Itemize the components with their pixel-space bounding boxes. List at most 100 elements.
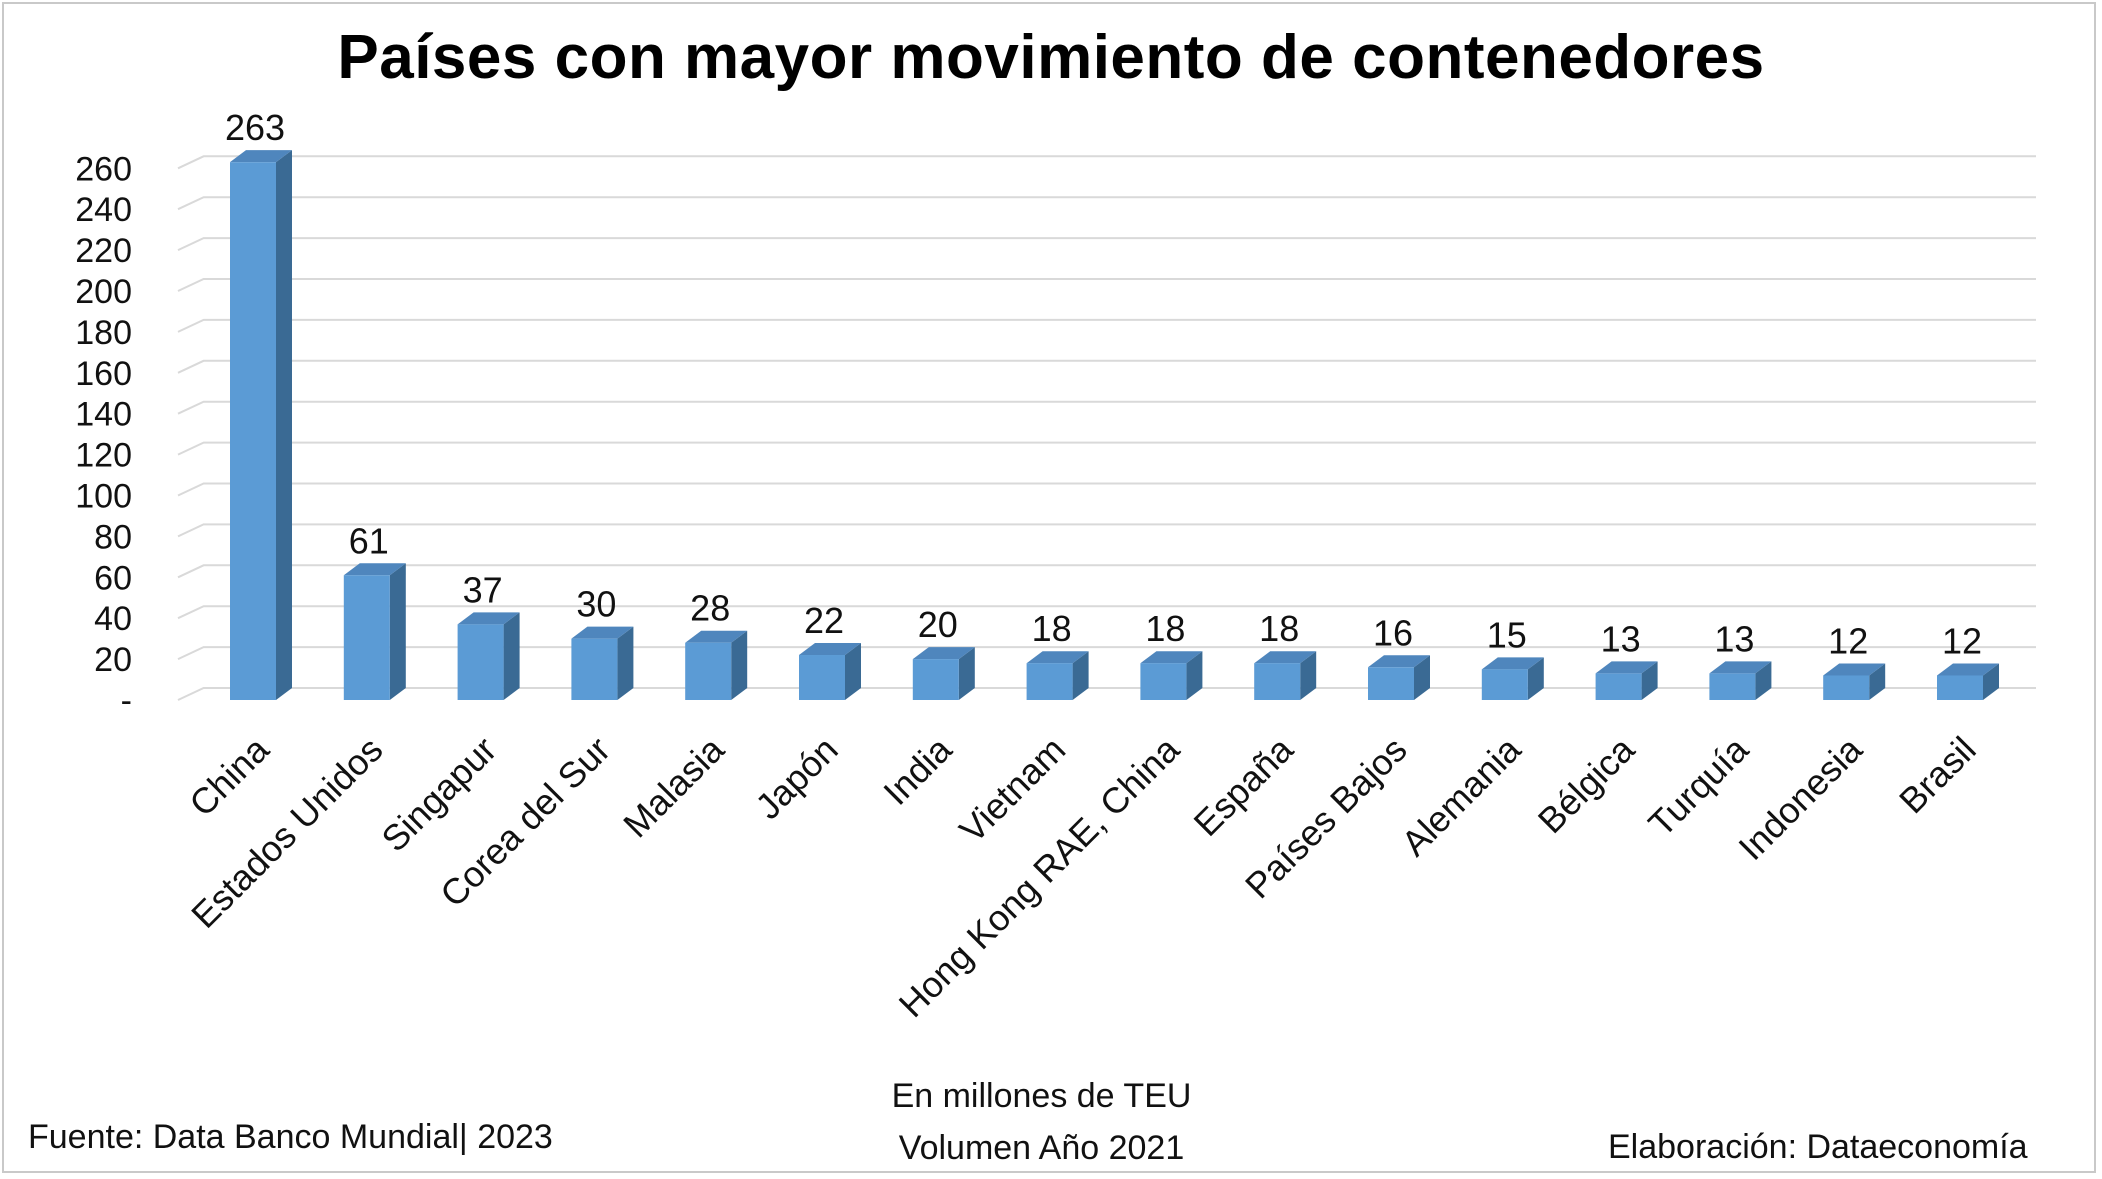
bar-top: [1481, 657, 1544, 670]
data-label: 263: [225, 107, 285, 148]
data-label: 16: [1373, 612, 1413, 653]
x-tick-label: Brasil: [1891, 729, 1984, 822]
source-note: Fuente: Data Banco Mundial| 2023: [28, 1118, 553, 1156]
bar-side: [1983, 663, 1999, 700]
bar-top: [230, 150, 292, 163]
gridline: [177, 400, 2036, 415]
bar: [1823, 663, 1886, 700]
bar: [799, 643, 861, 700]
data-label: 13: [1714, 618, 1754, 659]
bar-top: [1026, 651, 1089, 664]
bar-side: [617, 626, 634, 700]
bar-side: [1186, 651, 1203, 700]
bar-top: [1595, 661, 1658, 674]
bar-top: [1140, 651, 1203, 664]
bar-front: [1595, 673, 1642, 700]
bars: [230, 150, 1999, 701]
data-label: 18: [1032, 608, 1072, 649]
bar-side: [958, 647, 975, 700]
bar: [1481, 657, 1544, 700]
axis-caption: En millones de TEU Volumen Año 2021: [0, 1070, 2083, 1174]
gridline: [177, 482, 2036, 497]
data-label: 13: [1601, 618, 1641, 659]
data-label: 28: [690, 588, 730, 629]
bar-front: [1823, 675, 1870, 700]
bar: [1709, 661, 1772, 700]
data-label: 20: [918, 604, 958, 645]
data-label: 12: [1942, 620, 1982, 661]
data-label: 37: [463, 569, 503, 610]
gridline: [177, 646, 2036, 661]
data-label: 18: [1259, 608, 1299, 649]
data-labels: 263 61 37 30 28 22 20 18 18 18 16 15 13 13 12 12: [225, 107, 1982, 661]
bar-front: [571, 638, 618, 700]
chart-title: Países con mayor movimiento de contenedo…: [337, 23, 1765, 92]
gridline: [177, 196, 2036, 211]
bar-side: [731, 630, 748, 700]
y-tick-label: 200: [75, 273, 132, 311]
y-tick-label: 260: [75, 150, 132, 188]
bar-side: [389, 563, 406, 700]
y-tick-label: 120: [75, 437, 132, 475]
bar-side: [1869, 663, 1886, 700]
bar: [1595, 661, 1658, 700]
data-label: 18: [1145, 608, 1185, 649]
bar-side: [1527, 657, 1544, 700]
bar: [1368, 655, 1430, 700]
y-tick-label: 180: [75, 314, 132, 352]
gridline: [177, 564, 2036, 579]
bar: [1140, 651, 1203, 700]
data-label: 61: [349, 520, 389, 561]
bar-top: [1254, 651, 1317, 664]
bar: [685, 630, 748, 700]
x-tick-label: Indonesia: [1730, 728, 1870, 868]
bar: [457, 612, 520, 700]
bar-top: [457, 612, 520, 625]
y-tick-label: 80: [94, 518, 132, 556]
gridline: [177, 441, 2036, 456]
y-tick-label: 220: [75, 232, 132, 270]
gridline: [177, 605, 2036, 620]
bar-front: [1254, 663, 1301, 700]
bar: [230, 150, 292, 701]
bar-front: [1026, 663, 1073, 700]
bar-front: [1481, 669, 1528, 700]
bar-side: [1641, 661, 1658, 700]
y-tick-label: 160: [75, 355, 132, 393]
data-label: 15: [1487, 614, 1527, 655]
x-tick-label: Estados Unidos: [183, 729, 390, 936]
x-tick-label: Turquía: [1640, 728, 1756, 844]
bar-top: [799, 643, 861, 656]
y-tick-label: 40: [94, 600, 132, 638]
y-tick-label: 20: [94, 641, 132, 679]
axis-caption-line2: Volumen Año 2021: [898, 1129, 1185, 1167]
bar-front: [230, 162, 276, 701]
bar-front: [1368, 667, 1414, 700]
bar-top: [343, 563, 406, 576]
bar-side: [845, 643, 861, 700]
bar-side: [1300, 651, 1317, 700]
bar-front: [1140, 663, 1187, 700]
gridline: [177, 155, 2036, 170]
x-tick-label: China: [181, 728, 277, 824]
y-tick-label: 100: [75, 478, 132, 516]
x-tick-label: Bélgica: [1530, 728, 1643, 841]
bar-top: [1823, 663, 1886, 676]
data-label: 12: [1828, 620, 1868, 661]
bar-top: [1937, 663, 1999, 676]
gridlines: [177, 155, 2036, 701]
bar-front: [685, 642, 732, 700]
bar-side: [503, 612, 520, 700]
bar-side: [1414, 655, 1430, 700]
x-tick-label: España: [1186, 728, 1302, 844]
data-label: 22: [804, 600, 844, 641]
bar-front: [457, 624, 504, 700]
y-tick-label: 240: [75, 191, 132, 229]
bar-side: [1755, 661, 1772, 700]
bar-front: [1709, 673, 1756, 700]
y-tick-label: -: [121, 682, 132, 720]
bar-top: [1368, 655, 1430, 668]
x-tick-label: India: [875, 728, 960, 813]
